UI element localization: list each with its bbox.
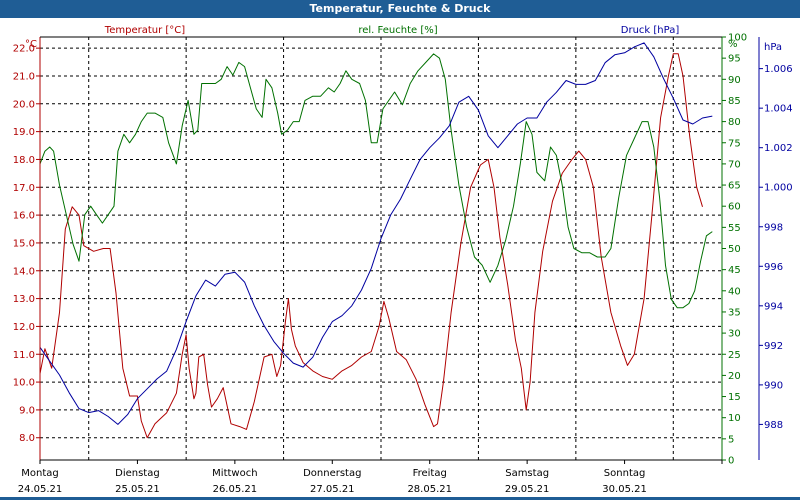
press-tick-label: 1.004	[764, 104, 793, 115]
hum-tick-label: 45	[728, 265, 741, 276]
temp-tick-label: 9.0	[19, 405, 35, 416]
temp-unit-label: °C	[25, 39, 37, 50]
plot-frame	[39, 36, 760, 461]
press-tick-label: 988	[764, 420, 783, 431]
press-tick-label: 990	[764, 380, 783, 391]
temp-tick-label: 14.0	[13, 266, 35, 277]
x-tick-date: 28.05.21	[407, 484, 452, 495]
temp-tick-label: 17.0	[13, 183, 35, 194]
x-tick-day: Samstag	[505, 468, 549, 479]
hum-tick-label: 20	[728, 371, 741, 382]
hum-tick-label: 35	[728, 307, 741, 318]
temp-tick-label: 12.0	[13, 322, 35, 333]
temp-tick-label: 15.0	[13, 238, 35, 249]
temp-tick-label: 11.0	[13, 350, 35, 361]
temp-tick-label: 21.0	[13, 71, 35, 82]
press-tick-label: 1.006	[764, 64, 793, 75]
axis-ticks	[36, 36, 763, 464]
x-tick-date: 29.05.21	[505, 484, 550, 495]
press-tick-label: 998	[764, 222, 783, 233]
hum-tick-label: 80	[728, 117, 741, 128]
press-tick-label: 996	[764, 262, 783, 273]
temp-tick-label: 19.0	[13, 127, 35, 138]
temp-tick-label: 10.0	[13, 378, 35, 389]
hum-tick-label: 55	[728, 223, 741, 234]
hum-tick-label: 65	[728, 181, 741, 192]
pressure-line	[39, 42, 713, 425]
legend-humidity: rel. Feuchte [%]	[358, 25, 437, 36]
humidity-line	[39, 53, 713, 309]
temp-tick-label: 8.0	[19, 433, 35, 444]
x-tick-day: Dienstag	[115, 468, 160, 479]
press-tick-label: 1.002	[764, 143, 793, 154]
hum-tick-label: 90	[728, 75, 741, 86]
hum-tick-label: 100	[728, 33, 747, 44]
x-tick-day: Montag	[21, 468, 58, 479]
hum-tick-label: 70	[728, 159, 741, 170]
window-title: Temperatur, Feuchte & Druck	[0, 0, 800, 18]
temp-tick-label: 22.0	[13, 44, 35, 55]
temp-tick-label: 16.0	[13, 211, 35, 222]
hum-tick-label: 15	[728, 392, 741, 403]
hum-tick-label: 5	[728, 434, 734, 445]
press-tick-label: 992	[764, 341, 783, 352]
hum-tick-label: 95	[728, 54, 741, 65]
legend-temperature: Temperatur [°C]	[104, 25, 185, 36]
temp-tick-label: 18.0	[13, 155, 35, 166]
temp-tick-label: 13.0	[13, 294, 35, 305]
press-tick-label: 994	[764, 301, 783, 312]
legend-pressure: Druck [hPa]	[621, 25, 680, 36]
hum-unit-label: %	[728, 39, 738, 50]
x-tick-day: Mittwoch	[212, 468, 257, 479]
hum-tick-label: 85	[728, 96, 741, 107]
hum-tick-label: 30	[728, 329, 741, 340]
x-tick-day: Freitag	[413, 468, 447, 479]
hum-tick-label: 40	[728, 286, 741, 297]
hum-tick-label: 75	[728, 138, 741, 149]
axis-labels: 8.0 9.0 10.0 11.0 12.0 13.0 14.0 15.0 16.0 17.0 18…	[13, 25, 793, 495]
press-tick-label: 1.000	[764, 183, 793, 194]
hum-tick-label: 25	[728, 350, 741, 361]
x-tick-date: 26.05.21	[213, 484, 258, 495]
hum-tick-label: 10	[728, 413, 741, 424]
x-tick-day: Sonntag	[604, 468, 646, 479]
x-tick-date: 25.05.21	[115, 484, 160, 495]
x-tick-date: 27.05.21	[310, 484, 355, 495]
press-unit-label: hPa	[764, 42, 782, 53]
bottom-border	[0, 497, 800, 500]
x-tick-date: 30.05.21	[602, 484, 647, 495]
temperature-line	[39, 53, 703, 439]
hum-tick-label: 0	[728, 456, 734, 467]
x-tick-day: Donnerstag	[303, 468, 361, 479]
hum-tick-label: 60	[728, 202, 741, 213]
temp-tick-label: 20.0	[13, 99, 35, 110]
grid	[40, 37, 722, 460]
series-lines	[39, 42, 713, 439]
x-tick-date: 24.05.21	[18, 484, 63, 495]
hum-tick-label: 50	[728, 244, 741, 255]
